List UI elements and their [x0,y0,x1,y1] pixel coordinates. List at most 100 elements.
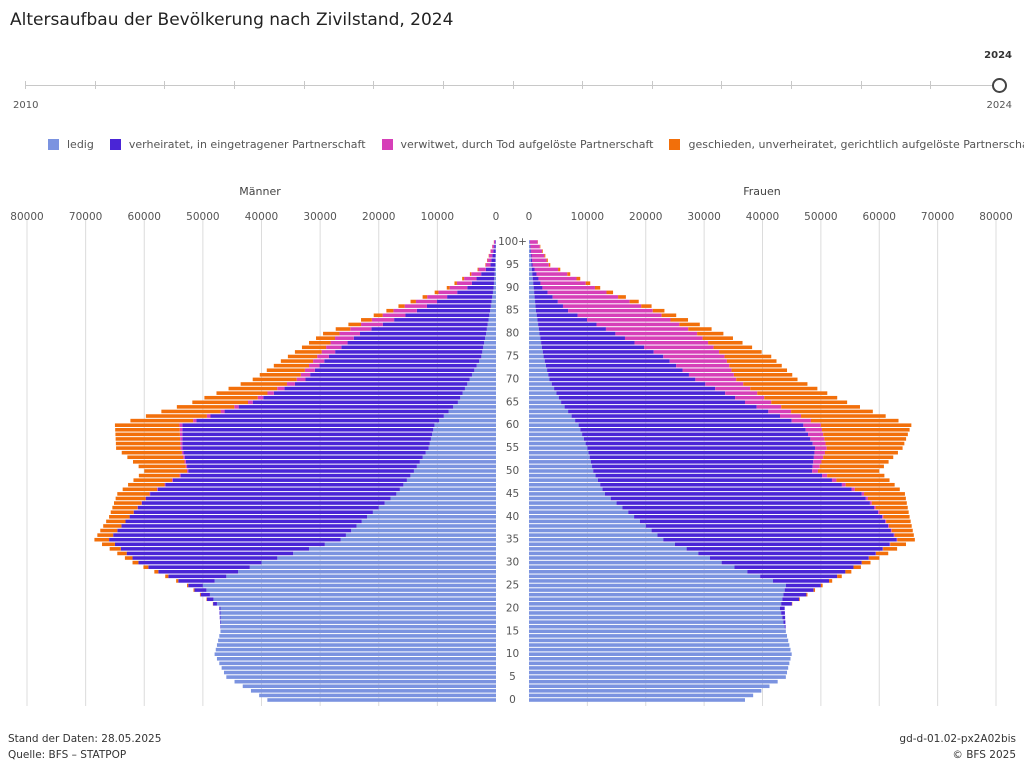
bar-maenner-verwitwet-age-71[interactable] [300,373,311,377]
bar-maenner-geschieden-age-40[interactable] [109,515,130,519]
bar-frauen-ledig-age-87[interactable] [529,299,536,304]
bar-frauen-verheiratet-age-58[interactable] [582,432,809,437]
bar-maenner-verheiratet-age-59[interactable] [182,427,434,432]
bar-frauen-verwitwet-age-42[interactable] [873,505,876,510]
bar-maenner-ledig-age-65[interactable] [457,400,496,405]
bar-frauen-ledig-age-72[interactable] [529,368,548,373]
bar-maenner-geschieden-age-52[interactable] [132,460,185,464]
bar-frauen-verheiratet-age-43[interactable] [616,501,870,505]
bar-frauen-geschieden-age-94[interactable] [558,267,561,272]
bar-frauen-verwitwet-age-61[interactable] [791,418,811,423]
bar-maenner-verheiratet-age-72[interactable] [314,368,475,373]
bar-maenner-verwitwet-age-55[interactable] [180,446,183,450]
bar-maenner-ledig-age-77[interactable] [483,345,496,350]
bar-frauen-verwitwet-age-98[interactable] [530,249,543,253]
bar-frauen-verheiratet-age-35[interactable] [663,537,897,542]
bar-frauen-geschieden-age-22[interactable] [799,597,800,602]
bar-frauen-ledig-age-47[interactable] [529,482,601,487]
bar-maenner-verwitwet-age-74[interactable] [313,359,325,363]
bar-maenner-geschieden-age-44[interactable] [115,496,146,501]
bar-maenner-geschieden-age-93[interactable] [469,272,472,276]
bar-frauen-verwitwet-age-66[interactable] [735,395,765,400]
bar-maenner-verheiratet-age-20[interactable] [219,606,221,611]
bar-maenner-ledig-age-70[interactable] [469,377,496,382]
bar-frauen-ledig-age-69[interactable] [529,382,552,386]
bar-maenner-geschieden-age-32[interactable] [117,551,127,556]
bar-frauen-verheiratet-age-67[interactable] [556,391,726,395]
bar-frauen-geschieden-age-72[interactable] [731,368,788,373]
bar-frauen-ledig-age-40[interactable] [529,515,635,519]
bar-maenner-verheiratet-age-61[interactable] [196,418,440,423]
legend-item-verheiratet[interactable]: verheiratet, in eingetragener Partnersch… [109,138,366,151]
legend-item-geschieden[interactable]: geschieden, unverheiratet, gerichtlich a… [669,138,1024,151]
bar-maenner-verwitwet-age-65[interactable] [248,400,253,405]
bar-maenner-verheiratet-age-53[interactable] [184,455,423,460]
bar-maenner-verwitwet-age-85[interactable] [393,308,417,313]
bar-frauen-verwitwet-age-54[interactable] [814,450,825,455]
bar-frauen-geschieden-age-44[interactable] [867,496,906,501]
bar-frauen-verheiratet-age-98[interactable] [530,249,531,253]
bar-frauen-verwitwet-age-47[interactable] [841,482,846,487]
bar-maenner-geschieden-age-55[interactable] [116,446,181,450]
bar-maenner-verwitwet-age-51[interactable] [185,464,188,469]
bar-maenner-geschieden-age-64[interactable] [176,405,235,409]
bar-maenner-ledig-age-45[interactable] [396,492,496,496]
bar-frauen-verheiratet-age-68[interactable] [554,386,716,391]
bar-frauen-geschieden-age-83[interactable] [670,318,689,322]
bar-frauen-verheiratet-age-41[interactable] [628,510,879,515]
bar-maenner-ledig-age-0[interactable] [267,698,496,702]
bar-frauen-geschieden-age-70[interactable] [736,377,798,382]
bar-maenner-ledig-age-37[interactable] [351,528,496,533]
bar-frauen-geschieden-age-58[interactable] [823,432,908,437]
bar-maenner-verheiratet-age-65[interactable] [252,400,458,405]
year-slider-tick[interactable] [930,81,932,89]
bar-frauen-verheiratet-age-82[interactable] [538,322,597,327]
bar-frauen-verheiratet-age-84[interactable] [536,313,578,318]
bar-maenner-verheiratet-age-33[interactable] [120,547,309,551]
bar-frauen-verheiratet-age-90[interactable] [533,286,543,290]
bar-frauen-verheiratet-age-16[interactable] [784,624,786,629]
bar-maenner-ledig-age-78[interactable] [484,340,496,345]
bar-maenner-ledig-age-98[interactable] [495,249,496,253]
bar-maenner-ledig-age-1[interactable] [259,693,496,698]
bar-frauen-verheiratet-age-19[interactable] [781,611,785,615]
bar-frauen-verheiratet-age-87[interactable] [535,299,558,304]
bar-frauen-verwitwet-age-35[interactable] [896,537,898,542]
bar-frauen-verwitwet-age-78[interactable] [634,340,709,345]
bar-maenner-ledig-age-97[interactable] [495,253,496,258]
bar-maenner-ledig-age-95[interactable] [495,263,496,267]
bar-maenner-ledig-age-72[interactable] [474,368,496,373]
bar-maenner-geschieden-age-63[interactable] [161,409,221,414]
bar-frauen-geschieden-age-33[interactable] [883,547,898,551]
bar-maenner-verheiratet-age-41[interactable] [133,510,373,515]
bar-frauen-verheiratet-age-51[interactable] [592,464,813,469]
bar-maenner-ledig-age-83[interactable] [488,318,496,322]
bar-maenner-geschieden-age-34[interactable] [102,542,115,547]
bar-frauen-geschieden-age-88[interactable] [618,295,626,299]
bar-frauen-geschieden-age-98[interactable] [542,249,543,253]
bar-maenner-verwitwet-age-81[interactable] [350,327,372,331]
bar-frauen-ledig-age-44[interactable] [529,496,611,501]
bar-maenner-ledig-age-62[interactable] [443,414,496,418]
bar-maenner-geschieden-age-41[interactable] [110,510,134,515]
bar-frauen-verheiratet-age-95[interactable] [531,263,533,267]
bar-frauen-geschieden-age-52[interactable] [821,460,889,464]
bar-maenner-verwitwet-age-89[interactable] [438,290,458,295]
bar-frauen-verwitwet-age-51[interactable] [812,464,820,469]
year-slider-tick[interactable] [94,81,96,89]
bar-frauen-geschieden-age-78[interactable] [708,340,743,345]
bar-maenner-geschieden-age-54[interactable] [121,450,182,455]
bar-frauen-ledig-age-35[interactable] [529,537,664,542]
bar-frauen-verheiratet-age-77[interactable] [541,345,645,350]
bar-maenner-ledig-age-55[interactable] [428,446,496,450]
bar-frauen-verheiratet-age-33[interactable] [686,547,883,551]
bar-frauen-ledig-age-52[interactable] [529,460,591,464]
bar-maenner-verwitwet-age-99[interactable] [492,244,495,249]
bar-frauen-ledig-age-59[interactable] [529,427,581,432]
bar-maenner-verheiratet-age-64[interactable] [238,405,454,409]
bar-frauen-ledig-age-48[interactable] [529,478,598,482]
bar-frauen-verwitwet-age-49[interactable] [822,473,828,478]
bar-frauen-geschieden-age-80[interactable] [697,331,724,336]
bar-frauen-verheiratet-age-91[interactable] [533,281,541,286]
bar-maenner-verheiratet-age-31[interactable] [132,556,278,560]
